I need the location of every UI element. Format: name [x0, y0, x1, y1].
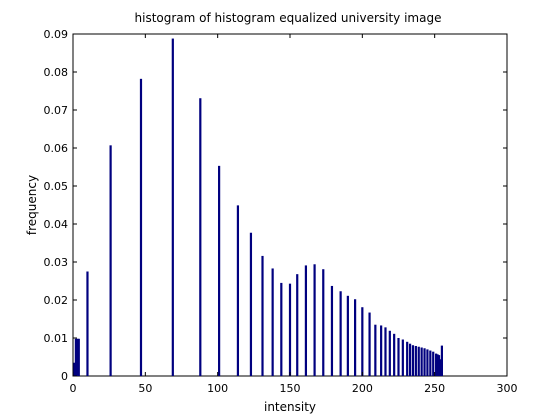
histogram-bar [236, 205, 240, 376]
histogram-bar [86, 271, 89, 376]
histogram-bar [171, 38, 174, 377]
y-tick-label: 0.04 [44, 218, 69, 231]
histogram-bar [199, 98, 202, 376]
y-tick-label: 0.08 [44, 66, 69, 79]
histogram-bar [437, 355, 441, 376]
histogram-bar [249, 232, 253, 376]
histogram-bar [73, 362, 76, 376]
histogram-bar [401, 339, 404, 376]
histogram-bar [406, 341, 409, 376]
histogram-bar [420, 347, 423, 376]
histogram-bar [330, 285, 334, 376]
histogram-bar [423, 348, 426, 376]
histogram-bar [76, 338, 79, 376]
histogram-bar [304, 265, 308, 376]
y-tick-label: 0.05 [44, 180, 69, 193]
histogram-bar [313, 264, 316, 376]
histogram-bar [322, 269, 325, 376]
y-tick-label: 0.06 [44, 142, 69, 155]
histogram-bar [384, 327, 387, 376]
x-tick-label: 300 [497, 382, 518, 395]
x-tick-label: 200 [352, 382, 373, 395]
y-tick-label: 0.02 [44, 294, 69, 307]
histogram-bar [417, 346, 420, 376]
histogram-bar [77, 338, 80, 376]
histogram-bar [339, 291, 342, 376]
histogram-bar [288, 283, 292, 376]
histogram-bar [271, 268, 274, 376]
y-tick-label: 0 [61, 370, 68, 383]
histogram-bar [354, 299, 357, 376]
histogram-bar [368, 312, 371, 376]
histogram-bar [408, 343, 412, 376]
histogram-bar [109, 145, 112, 376]
histogram-bar [261, 255, 264, 376]
y-axis-label: frequency [25, 175, 39, 235]
x-tick-label: 0 [70, 382, 77, 395]
histogram-bar [411, 345, 415, 376]
histogram-bar [393, 333, 396, 376]
y-axis: 0 0.01 0.02 0.03 0.04 0.05 0.06 0.07 0.08 0.09 [44, 28, 507, 383]
histogram-bar [218, 165, 221, 376]
histogram-bar [429, 350, 432, 376]
histogram-bar [414, 345, 417, 376]
x-axis: 0 50 100 150 200 250 300 [70, 34, 518, 395]
histogram-bar [432, 351, 435, 376]
bar-series [73, 38, 443, 377]
histogram-bar [388, 330, 391, 376]
histogram-bar [397, 338, 400, 376]
histogram-bar [361, 307, 364, 376]
y-tick-label: 0.03 [44, 256, 69, 269]
histogram-bar [346, 295, 349, 376]
y-tick-label: 0.09 [44, 28, 69, 41]
histogram-bar [139, 78, 143, 376]
histogram-bar [380, 325, 383, 376]
x-tick-label: 250 [424, 382, 445, 395]
x-tick-label: 150 [280, 382, 301, 395]
x-tick-label: 100 [207, 382, 228, 395]
y-tick-label: 0.07 [44, 104, 69, 117]
histogram-bar [440, 345, 443, 376]
y-tick-label: 0.01 [44, 332, 69, 345]
histogram-bar [74, 338, 77, 376]
histogram-bar [439, 359, 442, 376]
histogram-bar [435, 353, 438, 376]
x-tick-label: 50 [138, 382, 152, 395]
histogram-bar [436, 354, 439, 376]
x-axis-label: intensity [264, 400, 316, 414]
histogram-bar [426, 349, 429, 376]
histogram-bar [374, 324, 377, 376]
histogram-bar [296, 274, 299, 376]
histogram-bar [280, 282, 283, 376]
chart-title: histogram of histogram equalized univers… [135, 11, 442, 25]
